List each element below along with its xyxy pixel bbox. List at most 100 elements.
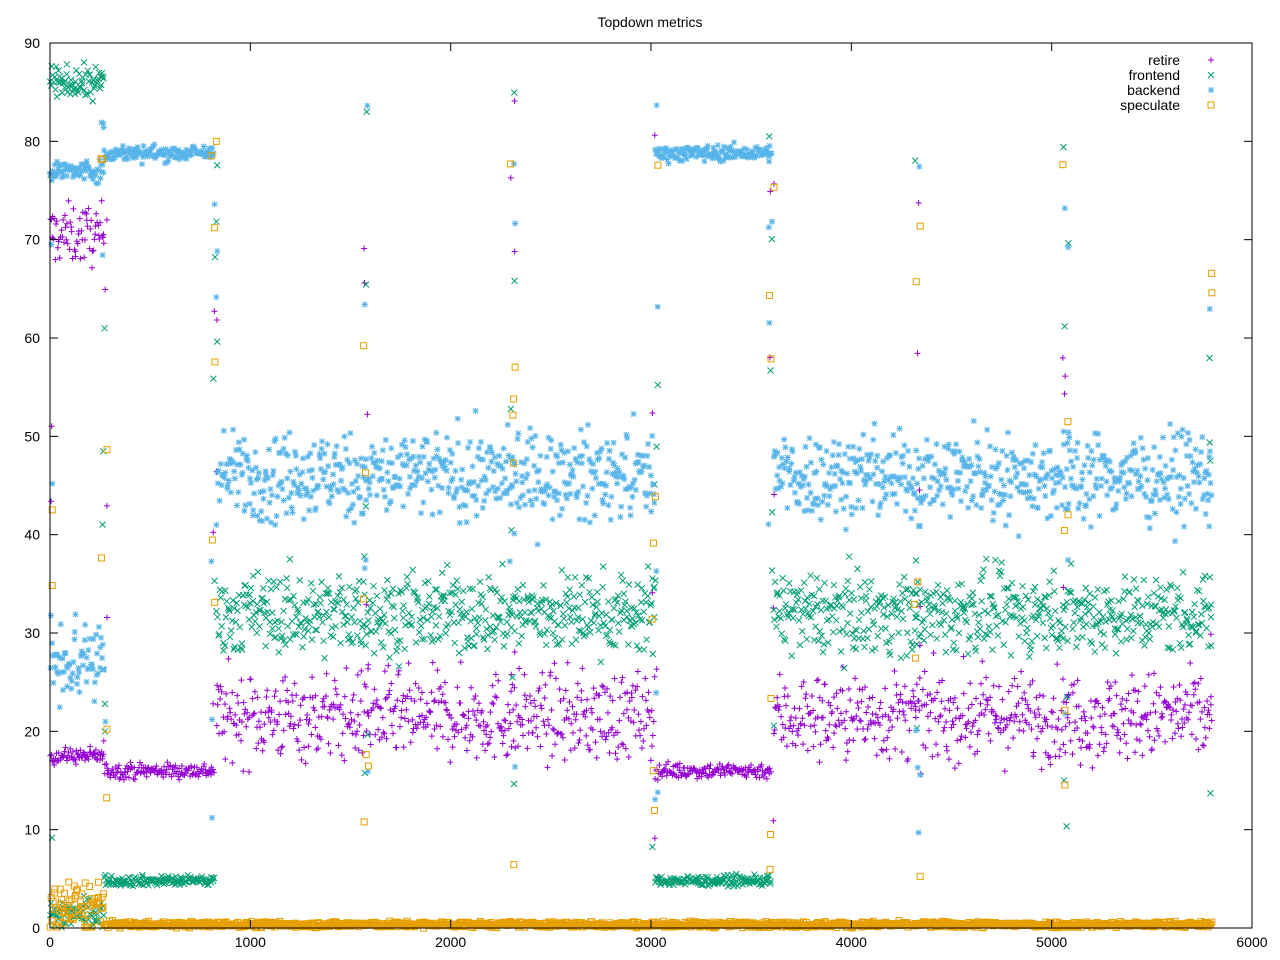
- data-point: [501, 597, 508, 605]
- data-point: [810, 592, 818, 600]
- data-point: [1076, 736, 1083, 743]
- data-point: [57, 74, 65, 82]
- data-point: [585, 421, 592, 428]
- data-point: [357, 698, 364, 705]
- data-point: [701, 764, 708, 771]
- data-point: [226, 633, 234, 641]
- data-points-layer: [46, 59, 1216, 932]
- data-point: [1162, 738, 1169, 745]
- data-point: [952, 715, 959, 722]
- data-point: [549, 725, 556, 732]
- data-point: [776, 607, 783, 615]
- data-point: [833, 616, 840, 624]
- data-point: [435, 699, 442, 706]
- data-point: [526, 693, 533, 700]
- data-point: [933, 588, 940, 596]
- data-point: [270, 727, 277, 734]
- data-point: [994, 632, 1002, 639]
- data-point: [652, 775, 659, 782]
- data-point: [233, 732, 240, 739]
- data-point: [564, 593, 571, 601]
- data-point: [361, 301, 368, 308]
- data-point: [397, 483, 404, 490]
- data-point: [1003, 721, 1010, 728]
- data-point: [216, 497, 223, 504]
- data-point: [1066, 719, 1073, 726]
- data-point: [832, 594, 839, 601]
- data-point: [1109, 607, 1117, 614]
- data-point: [1199, 742, 1206, 749]
- data-point: [1098, 475, 1105, 482]
- data-point: [114, 765, 121, 772]
- data-point: [445, 484, 452, 491]
- data-point: [819, 648, 827, 656]
- data-point: [1117, 638, 1125, 645]
- data-point: [968, 701, 975, 708]
- data-point: [563, 714, 570, 721]
- data-point: [354, 728, 361, 735]
- data-point: [214, 613, 221, 621]
- data-point: [293, 466, 300, 473]
- data-point: [1011, 594, 1018, 601]
- data-point: [856, 445, 863, 452]
- data-point: [1060, 428, 1067, 435]
- data-point: [403, 462, 410, 469]
- data-point: [516, 504, 523, 511]
- data-point: [581, 598, 589, 606]
- data-point: [968, 462, 975, 469]
- data-point: [521, 671, 528, 678]
- data-point: [605, 502, 612, 509]
- data-point: [1168, 711, 1175, 718]
- data-point: [90, 750, 97, 757]
- data-point: [939, 501, 946, 508]
- data-point: [406, 473, 413, 480]
- data-point: [443, 561, 451, 569]
- data-point: [858, 698, 865, 705]
- data-point: [954, 477, 961, 484]
- data-point: [1023, 624, 1031, 632]
- data-point: [1129, 615, 1136, 623]
- data-point: [1130, 576, 1138, 583]
- data-point: [949, 718, 956, 725]
- data-point: [304, 489, 311, 496]
- data-point: [626, 698, 633, 705]
- data-point: [1095, 608, 1103, 616]
- data-point: [785, 579, 793, 587]
- data-point: [365, 709, 372, 716]
- data-point: [1198, 448, 1205, 455]
- data-point: [427, 631, 435, 639]
- data-point: [1065, 556, 1072, 563]
- data-point: [467, 617, 474, 625]
- data-point: [1193, 736, 1200, 743]
- data-point: [598, 609, 606, 617]
- data-point: [82, 621, 89, 628]
- data-point: [917, 771, 924, 778]
- data-point: [535, 467, 542, 474]
- data-point: [544, 764, 551, 771]
- data-point: [1121, 731, 1128, 738]
- data-point: [796, 705, 803, 712]
- data-point: [975, 619, 982, 626]
- data-point: [228, 716, 235, 723]
- data-point: [99, 655, 106, 662]
- data-point: [653, 102, 660, 109]
- data-point: [1031, 583, 1039, 591]
- data-point: [875, 512, 882, 519]
- data-point: [771, 491, 778, 498]
- data-point: [1122, 705, 1129, 712]
- data-point: [222, 613, 230, 621]
- data-point: [71, 90, 79, 98]
- data-point: [534, 733, 541, 740]
- data-point: [883, 746, 890, 753]
- data-point: [143, 773, 150, 780]
- data-point: [497, 724, 504, 731]
- data-point: [615, 628, 623, 635]
- data-point: [720, 766, 727, 773]
- data-point: [1046, 754, 1053, 761]
- data-point: [592, 739, 599, 746]
- data-point: [1073, 643, 1080, 651]
- data-point: [535, 479, 542, 486]
- data-point: [1139, 445, 1146, 452]
- data-point: [900, 452, 907, 459]
